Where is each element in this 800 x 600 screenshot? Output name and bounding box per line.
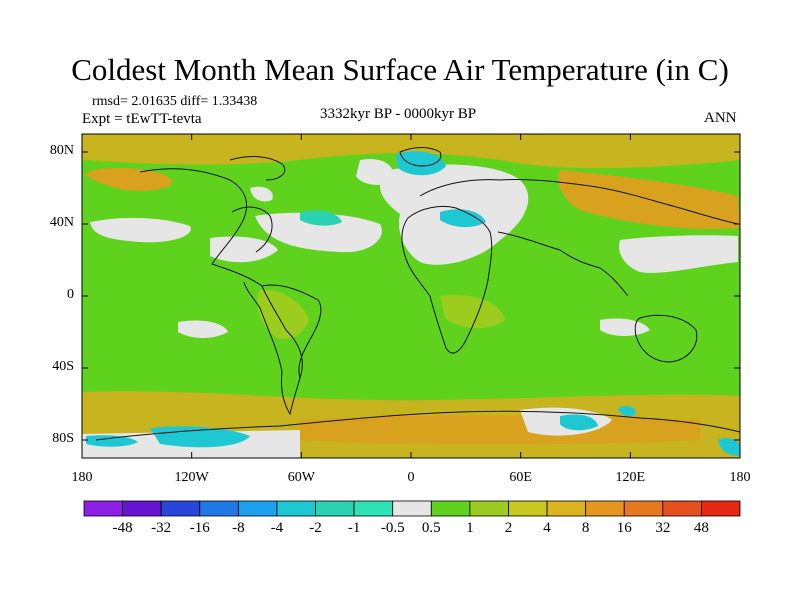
colorbar-swatch: [122, 500, 162, 517]
y-tick-label: 80N: [49, 143, 74, 158]
y-tick-label: 40N: [49, 215, 74, 230]
subtropical-neutral-patch: [210, 236, 278, 263]
x-tick-label: 120W: [174, 470, 209, 485]
arctic-islands-coast: [229, 156, 286, 181]
south-pacific-neutral-patch: [178, 320, 228, 338]
dateline-cool-patch: [718, 438, 740, 456]
europe-cool-patch: [440, 209, 486, 228]
east-north-america-coast: [231, 206, 273, 253]
period-label: 3332kyr BP - 0000kyr BP: [320, 106, 477, 122]
colorbar-swatch: [469, 500, 509, 517]
colorbar-swatch: [276, 500, 316, 517]
north-atlantic-neutral-patch: [356, 158, 395, 185]
colorbar-label: 8: [581, 520, 590, 536]
antarctic-warm-region: [300, 415, 700, 445]
x-tick-label: 120E: [615, 470, 646, 485]
colorbar-swatch: [430, 500, 471, 517]
greenland-coast: [399, 147, 442, 167]
stats-label: rmsd= 2.01635 diff= 1.33438: [92, 94, 258, 109]
colorbar-swatch: [392, 500, 432, 517]
x-tick-label: 60W: [287, 470, 315, 485]
colorbar-label: -4: [270, 520, 284, 536]
plot-title: Coldest Month Mean Surface Air Temperatu…: [71, 52, 729, 87]
colorbar-label: -0.5: [380, 520, 405, 536]
alaska-warm-region: [85, 168, 172, 191]
colorbar-swatch: [353, 500, 394, 517]
colorbar-swatch: [199, 500, 239, 517]
season-label: ANN: [704, 110, 737, 126]
x-tick-label: 180: [729, 470, 751, 485]
nordic-seas-cool-patch: [396, 151, 446, 176]
west-pacific-neutral-patch: [618, 235, 738, 273]
colorbar-swatch: [701, 500, 741, 517]
north-pacific-neutral-patch: [90, 217, 191, 243]
colorbar-label: 0.5: [421, 520, 441, 536]
colorbar-swatch: [83, 500, 123, 517]
atlantic-neutral-patch: [255, 212, 382, 253]
antarctic-edge-cool-patch: [86, 435, 138, 447]
y-tick-label: 40S: [52, 359, 74, 374]
colorbar-swatch: [546, 500, 587, 517]
colorbar-swatch: [662, 500, 702, 517]
atlantic-cool-patch: [300, 210, 342, 226]
colorbar-swatch: [508, 500, 548, 517]
africa-warm-region: [440, 295, 505, 329]
hudson-neutral-patch: [250, 186, 273, 202]
colorbar-label: 4: [543, 520, 551, 536]
colorbar-swatch: [237, 500, 278, 517]
colorbar-label: -2: [309, 520, 322, 536]
south-asia-coast: [497, 231, 629, 297]
antarctica-coast: [95, 410, 741, 441]
south-america-coast: [261, 284, 322, 379]
colorbar-label: 32: [655, 520, 671, 536]
eurasia-coast: [419, 178, 739, 225]
australia-coast: [634, 314, 698, 363]
x-tick-label: 180: [71, 470, 93, 485]
x-tick-label: 60E: [509, 470, 532, 485]
x-tick-label: 0: [407, 470, 415, 485]
axis-ticks: [81, 134, 741, 458]
y-tick-label: 0: [67, 287, 74, 302]
indian-ocean-neutral-patch: [600, 318, 650, 336]
colorbar-swatch: [160, 500, 201, 517]
colorbar: [83, 500, 741, 517]
arctic-warm-band: [82, 134, 740, 169]
coastlines: [95, 147, 741, 441]
antarctic-coast-cool-patch: [618, 406, 636, 416]
colorbar-label: -16: [189, 520, 210, 536]
map-field: [82, 134, 740, 458]
experiment-label: Expt = tEwTT-tevta: [82, 111, 202, 127]
east-antarctic-cool-patch: [560, 414, 598, 431]
colorbar-label: 2: [504, 520, 513, 536]
colorbar-swatch: [585, 500, 625, 517]
colorbar-label: 16: [616, 520, 632, 536]
colorbar-swatch: [315, 500, 355, 517]
africa-coast: [401, 205, 493, 354]
colorbar-label: -48: [112, 520, 133, 536]
colorbar-label: -8: [232, 520, 245, 536]
colorbar-swatch: [623, 500, 664, 517]
y-tick-label: 80S: [52, 431, 74, 446]
colorbar-label: -32: [151, 520, 172, 536]
colorbar-label: 1: [466, 520, 474, 536]
americas-coast: [139, 168, 303, 416]
colorbar-label: -1: [347, 520, 361, 536]
colorbar-label: 48: [693, 520, 709, 536]
